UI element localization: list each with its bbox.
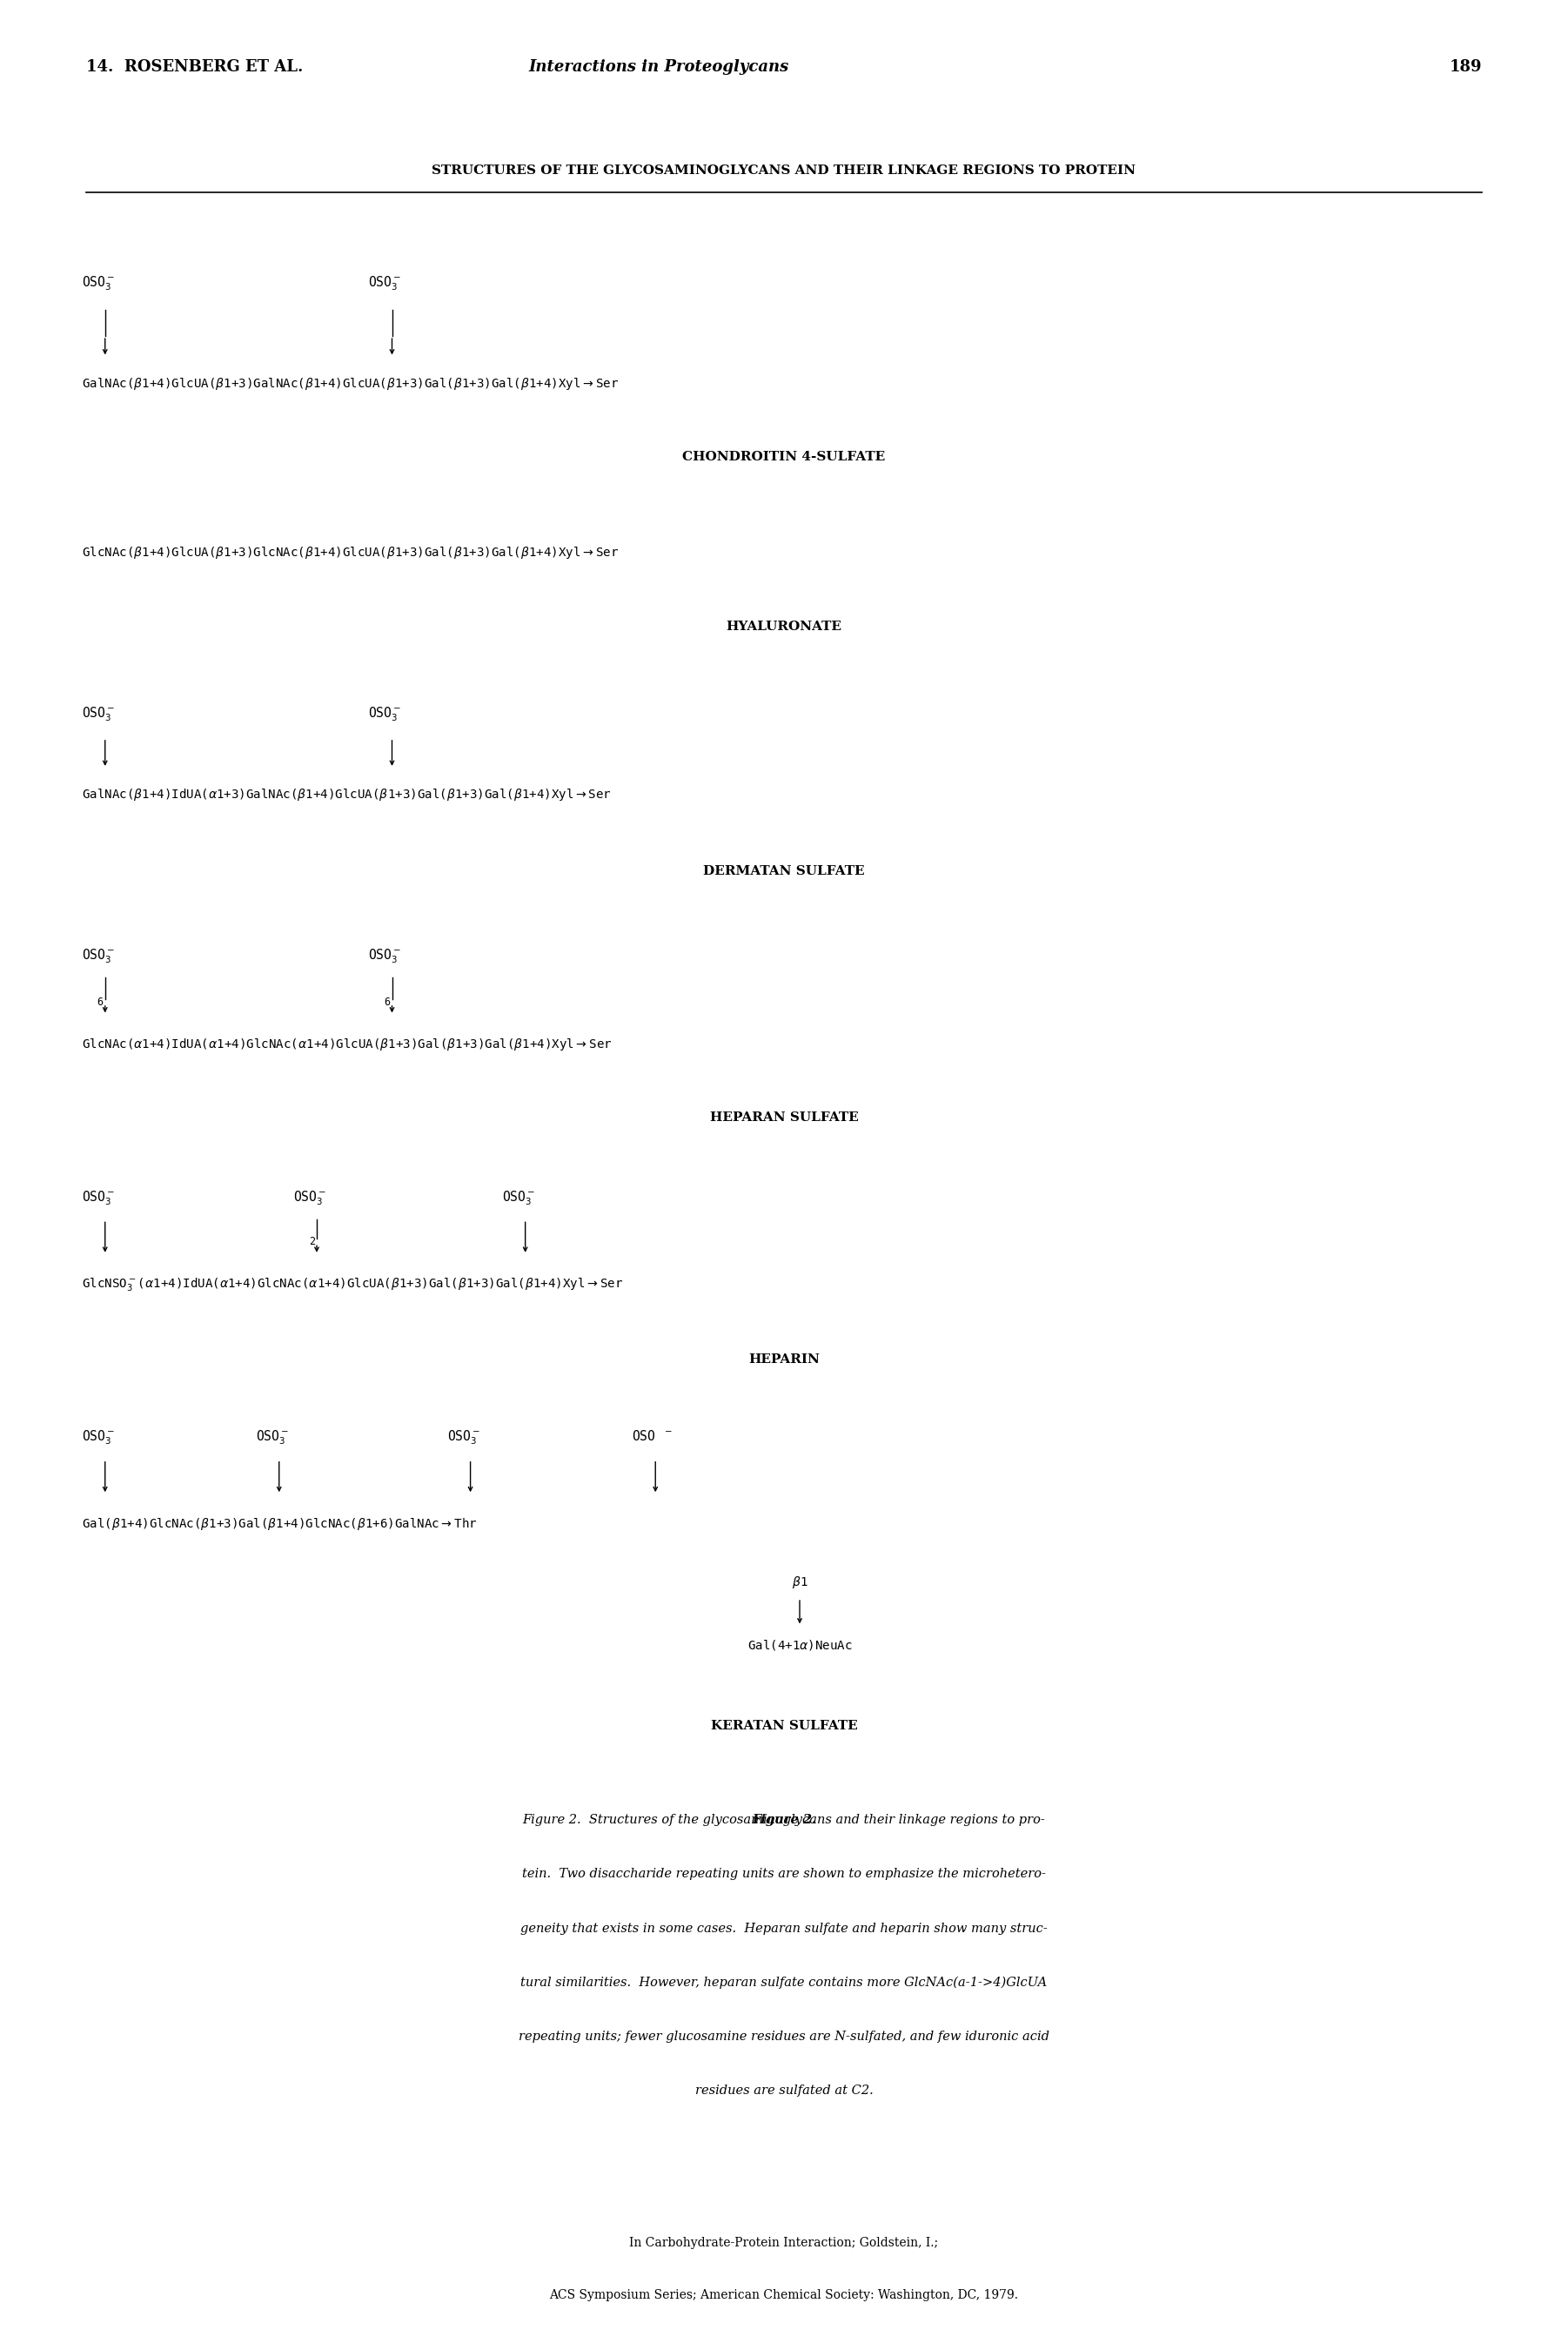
Text: CHONDROITIN 4-SULFATE: CHONDROITIN 4-SULFATE <box>682 451 886 463</box>
Text: HEPARAN SULFATE: HEPARAN SULFATE <box>710 1112 858 1123</box>
Text: OSO$_3^-$: OSO$_3^-$ <box>82 1429 114 1448</box>
Text: KERATAN SULFATE: KERATAN SULFATE <box>710 1720 858 1732</box>
Text: DERMATAN SULFATE: DERMATAN SULFATE <box>702 865 866 877</box>
Text: 6: 6 <box>384 996 390 1008</box>
Text: repeating units; fewer glucosamine residues are N-sulfated, and few iduronic aci: repeating units; fewer glucosamine resid… <box>519 2030 1049 2042</box>
Text: OSO$_3^-$: OSO$_3^-$ <box>82 275 114 294</box>
Text: STRUCTURES OF THE GLYCOSAMINOGLYCANS AND THEIR LINKAGE REGIONS TO PROTEIN: STRUCTURES OF THE GLYCOSAMINOGLYCANS AND… <box>433 165 1135 176</box>
Text: Interactions in Proteoglycans: Interactions in Proteoglycans <box>528 59 789 75</box>
Text: HEPARIN: HEPARIN <box>748 1354 820 1365</box>
Text: OSO$_3^-$: OSO$_3^-$ <box>447 1429 480 1448</box>
Text: OSO$_3^-$: OSO$_3^-$ <box>82 1189 114 1208</box>
Text: OSO$_3^-$: OSO$_3^-$ <box>293 1189 326 1208</box>
Text: 2: 2 <box>309 1236 315 1248</box>
Text: Gal($\beta$1+4)GlcNAc($\beta$1+3)Gal($\beta$1+4)GlcNAc($\beta$1+6)GalNAc$\righta: Gal($\beta$1+4)GlcNAc($\beta$1+3)Gal($\b… <box>82 1516 477 1532</box>
Text: GalNAc($\beta$1+4)GlcUA($\beta$1+3)GalNAc($\beta$1+4)GlcUA($\beta$1+3)Gal($\beta: GalNAc($\beta$1+4)GlcUA($\beta$1+3)GalNA… <box>82 376 619 392</box>
Text: OSO$_3^-$: OSO$_3^-$ <box>368 705 401 724</box>
Text: GlcNSO$_3^-$($\alpha$1+4)IdUA($\alpha$1+4)GlcNAc($\alpha$1+4)GlcUA($\beta$1+3)Ga: GlcNSO$_3^-$($\alpha$1+4)IdUA($\alpha$1+… <box>82 1276 622 1293</box>
Text: GalNAc($\beta$1+4)IdUA($\alpha$1+3)GalNAc($\beta$1+4)GlcUA($\beta$1+3)Gal($\beta: GalNAc($\beta$1+4)IdUA($\alpha$1+3)GalNA… <box>82 787 612 804</box>
Text: 6: 6 <box>97 996 103 1008</box>
Text: ACS Symposium Series; American Chemical Society: Washington, DC, 1979.: ACS Symposium Series; American Chemical … <box>549 2289 1019 2301</box>
Text: OSO$_3^-$: OSO$_3^-$ <box>368 275 401 294</box>
Text: OSO $^-$: OSO $^-$ <box>632 1429 673 1443</box>
Text: Figure 2.  Structures of the glycosaminoglycans and their linkage regions to pro: Figure 2. Structures of the glycosaminog… <box>522 1814 1046 1826</box>
Text: $\beta$1: $\beta$1 <box>792 1574 808 1591</box>
Text: Figure 2.: Figure 2. <box>751 1814 817 1826</box>
Text: OSO$_3^-$: OSO$_3^-$ <box>502 1189 535 1208</box>
Text: OSO$_3^-$: OSO$_3^-$ <box>82 947 114 966</box>
Text: Gal(4+1$\alpha$)NeuAc: Gal(4+1$\alpha$)NeuAc <box>748 1638 851 1652</box>
Text: 189: 189 <box>1449 59 1482 75</box>
Text: In Carbohydrate-Protein Interaction; Goldstein, I.;: In Carbohydrate-Protein Interaction; Gol… <box>629 2237 939 2249</box>
Text: OSO$_3^-$: OSO$_3^-$ <box>368 947 401 966</box>
Text: OSO$_3^-$: OSO$_3^-$ <box>256 1429 289 1448</box>
Text: geneity that exists in some cases.  Heparan sulfate and heparin show many struc-: geneity that exists in some cases. Hepar… <box>521 1922 1047 1934</box>
Text: GlcNAc($\alpha$1+4)IdUA($\alpha$1+4)GlcNAc($\alpha$1+4)GlcUA($\beta$1+3)Gal($\be: GlcNAc($\alpha$1+4)IdUA($\alpha$1+4)GlcN… <box>82 1036 612 1053</box>
Text: residues are sulfated at C2.: residues are sulfated at C2. <box>695 2084 873 2096</box>
Text: tural similarities.  However, heparan sulfate contains more GlcNAc(a-1->4)GlcUA: tural similarities. However, heparan sul… <box>521 1976 1047 1988</box>
Text: tein.  Two disaccharide repeating units are shown to emphasize the microhetero-: tein. Two disaccharide repeating units a… <box>522 1868 1046 1880</box>
Text: 14.  ROSENBERG ET AL.: 14. ROSENBERG ET AL. <box>86 59 303 75</box>
Text: HYALURONATE: HYALURONATE <box>726 620 842 632</box>
Text: OSO$_3^-$: OSO$_3^-$ <box>82 705 114 724</box>
Text: GlcNAc($\beta$1+4)GlcUA($\beta$1+3)GlcNAc($\beta$1+4)GlcUA($\beta$1+3)Gal($\beta: GlcNAc($\beta$1+4)GlcUA($\beta$1+3)GlcNA… <box>82 545 619 562</box>
